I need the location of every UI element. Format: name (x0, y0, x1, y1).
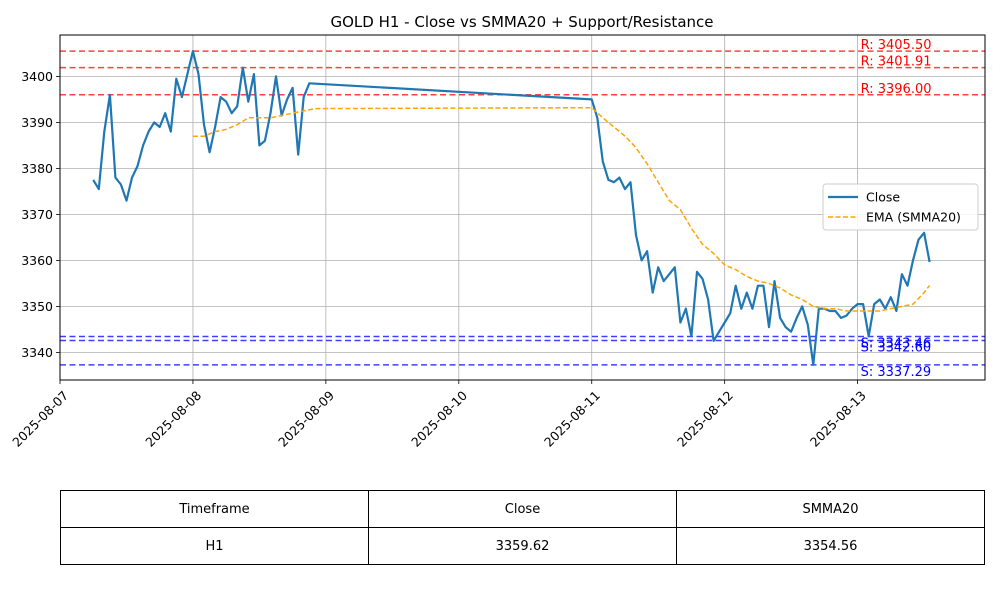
x-tick-label: 2025-08-09 (275, 388, 337, 450)
support-label: S: 3337.29 (861, 365, 932, 380)
support-label: S: 3342.60 (861, 340, 932, 355)
y-tick-label: 3380 (21, 161, 53, 176)
x-tick-label: 2025-08-13 (807, 388, 869, 450)
legend-box (822, 183, 979, 231)
resistance-label: R: 3396.00 (861, 82, 932, 97)
plot-frame (59, 34, 986, 381)
y-tick-label: 3400 (21, 69, 53, 84)
support-resistance-lines: R: 3405.50R: 3401.91R: 3396.00S: 3343.46… (60, 38, 985, 380)
axes: 3340 3350 3360 3370 3380 3390 3400 2025-08-07 20… (9, 69, 869, 450)
x-tick-label: 2025-08-08 (142, 388, 204, 450)
legend: Close EMA (SMMA20) (822, 183, 979, 231)
x-tick-label: 2025-08-12 (674, 388, 736, 450)
y-tick-label: 3390 (21, 115, 53, 130)
x-tick-label: 2025-08-07 (9, 388, 71, 450)
table-header-close: Close (368, 490, 677, 528)
table-header-timeframe: Timeframe (60, 490, 369, 528)
table-header-smma20: SMMA20 (676, 490, 985, 528)
table-cell-timeframe: H1 (60, 527, 369, 565)
legend-label: Close (866, 190, 900, 205)
y-tick-label: 3360 (21, 253, 53, 268)
summary-table: Timeframe Close SMMA20 H1 3359.62 3354.5… (60, 490, 985, 565)
y-tick-label: 3350 (21, 299, 53, 314)
table-header-row: Timeframe Close SMMA20 (60, 490, 985, 528)
resistance-label: R: 3401.91 (861, 55, 932, 70)
smma20-series-line (192, 106, 931, 312)
table-row: H1 3359.62 3354.56 (60, 527, 985, 565)
x-tick-label: 2025-08-11 (541, 388, 603, 450)
chart: GOLD H1 - Close vs SMMA20 + Support/Resi… (9, 13, 986, 450)
close-series-line (92, 49, 931, 366)
legend-label: EMA (SMMA20) (866, 210, 961, 225)
resistance-label: R: 3405.50 (861, 38, 932, 53)
table-cell-smma20: 3354.56 (676, 527, 985, 565)
y-tick-label: 3370 (21, 207, 53, 222)
series-lines (92, 49, 931, 366)
table-cell-close: 3359.62 (368, 527, 677, 565)
chart-title: GOLD H1 - Close vs SMMA20 + Support/Resi… (330, 13, 713, 31)
y-tick-label: 3340 (21, 345, 53, 360)
x-tick-label: 2025-08-10 (408, 388, 470, 450)
